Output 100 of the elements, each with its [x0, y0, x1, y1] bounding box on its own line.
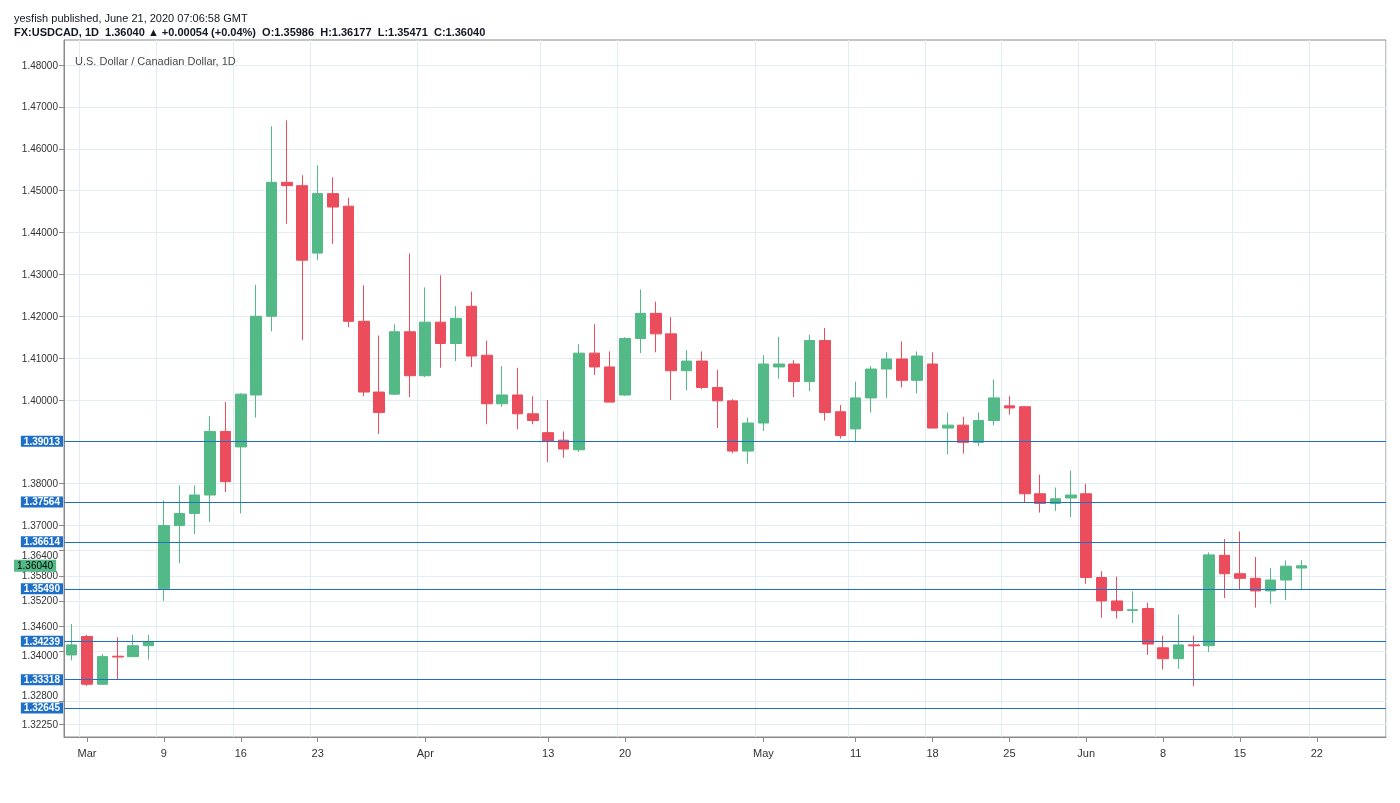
candlestick: [81, 634, 93, 687]
candlestick: [1004, 395, 1015, 416]
candlestick: [1111, 576, 1123, 620]
candlestick: [343, 197, 354, 328]
candlestick: [819, 327, 831, 422]
candlestick: [327, 176, 339, 245]
ref-line-label: 1.37564: [23, 496, 61, 508]
candlestick: [957, 416, 969, 455]
candlestick: [1080, 483, 1092, 585]
candlestick: [1173, 614, 1184, 670]
candlestick: [66, 623, 77, 661]
candlestick: [373, 335, 385, 435]
y-tick-label: 1.35200: [21, 595, 59, 607]
candlestick: [512, 367, 523, 430]
ref-line-label: 1.36614: [23, 536, 61, 548]
candlestick: [296, 174, 308, 341]
ref-line-label: 1.35490: [23, 583, 61, 595]
candlestick: [1280, 559, 1292, 601]
x-tick-label: Apr: [416, 746, 435, 759]
candlestick: [696, 350, 708, 390]
candlestick: [435, 274, 446, 369]
candlestick: [266, 125, 277, 332]
candlestick: [712, 369, 723, 429]
candlestick: [635, 289, 646, 354]
candlestick: [419, 286, 431, 378]
candlestick: [573, 343, 585, 453]
candlestick: [143, 634, 154, 661]
candlestick: [742, 417, 754, 465]
candlestick: [988, 379, 1000, 426]
candlestick: [758, 354, 769, 432]
candlestick: [112, 636, 124, 681]
candlestick: [1250, 556, 1261, 609]
candlestick: [865, 365, 877, 414]
y-tick-label: 1.34000: [21, 650, 59, 662]
candlestick: [1234, 530, 1246, 590]
candlestick: [97, 653, 108, 686]
candlestick: [204, 415, 216, 523]
y-tick-label: 1.42000: [21, 310, 59, 322]
candlestick: [650, 301, 662, 353]
y-tick-label: 1.38000: [21, 478, 59, 490]
x-tick-label: May: [753, 746, 775, 759]
text: yesfish published, June 21, 2020 07:06:58 GMT: [14, 11, 248, 24]
text: FX:USDCAD, 1D 1.36040 ▲ +0.00054 (+0.04%) O:1.35986 H:1.36177 L:1.35471 C:1.36040: [14, 25, 486, 38]
x-tick-label: 13: [542, 746, 555, 759]
candlestick: [788, 359, 800, 398]
candlestick: [1019, 405, 1031, 503]
candlestick: [1157, 635, 1169, 671]
y-tick-label: 1.37000: [21, 520, 59, 532]
candlestick: [235, 392, 247, 514]
candlestick: [1219, 538, 1230, 599]
y-tick-label: 1.35800: [21, 570, 59, 582]
candlestick: [527, 395, 539, 425]
x-tick-label: 25: [1003, 746, 1016, 759]
text: U.S. Dollar / Canadian Dollar, 1D: [75, 54, 236, 67]
x-tick-label: 9: [160, 746, 167, 759]
candlestick: [942, 412, 954, 455]
candlestick: [973, 412, 984, 447]
y-tick-label: 1.45000: [21, 185, 59, 197]
candlestick: [281, 119, 293, 225]
candlestick: [1296, 559, 1307, 591]
y-tick-label: 1.48000: [21, 59, 59, 71]
x-tick-label: 16: [234, 746, 247, 759]
candlestick: [481, 340, 493, 425]
candlestick: [1127, 590, 1138, 624]
candlestick: [466, 291, 477, 368]
x-tick-label: Mar: [77, 746, 97, 759]
candlestick: [896, 340, 908, 388]
x-tick-label: Jun: [1077, 746, 1096, 759]
candlestick: [174, 484, 185, 564]
candlestick: [358, 284, 370, 397]
y-tick-label: 1.41000: [21, 352, 59, 364]
ref-line-label: 1.39013: [23, 435, 61, 447]
candlestick: [1034, 474, 1046, 514]
candlestick: [665, 316, 677, 401]
candlestick: [127, 634, 139, 658]
candlestick: [189, 484, 200, 535]
candlestick: [681, 349, 692, 391]
candlestick: [1188, 635, 1200, 687]
ref-line-label: 1.34239: [23, 635, 61, 647]
ref-line-label: 1.32645: [23, 702, 61, 714]
candlestick: [404, 253, 416, 398]
candlestick: [835, 404, 846, 440]
x-tick-label: 8: [1160, 746, 1167, 759]
candlestick: [1203, 551, 1215, 653]
candlestick: [727, 398, 738, 454]
y-tick-label: 1.36400: [21, 549, 59, 561]
y-tick-label: 1.44000: [21, 227, 59, 239]
candlestick: [804, 334, 815, 392]
candlestick: [1065, 470, 1077, 518]
candlestick: [589, 323, 600, 376]
candlestick: [881, 351, 892, 399]
x-tick-label: 20: [618, 746, 632, 759]
x-tick-label: 18: [926, 746, 939, 759]
candlestick: [773, 336, 785, 380]
candlestick: [911, 350, 923, 394]
x-tick-label: 22: [1310, 746, 1323, 759]
candlestick: [1096, 570, 1107, 619]
y-tick-label: 1.32800: [21, 690, 59, 702]
candlestick: [619, 336, 631, 397]
y-tick-label: 1.47000: [21, 101, 59, 113]
